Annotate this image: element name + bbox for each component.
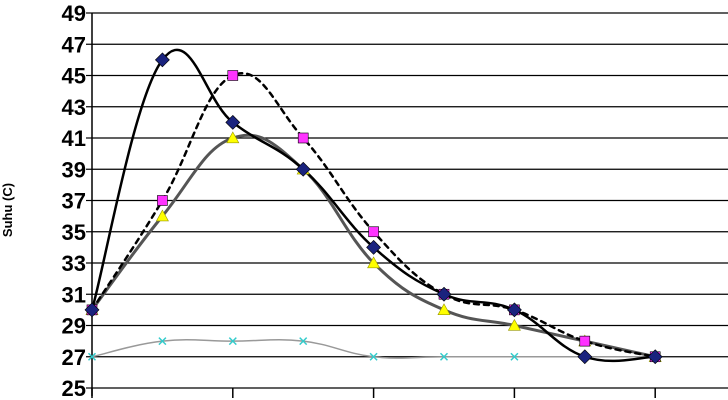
data-point-square (368, 226, 379, 238)
data-point-diamond (436, 286, 452, 302)
data-point-x (87, 352, 97, 361)
data-point-x (439, 352, 449, 361)
data-point-square (227, 70, 239, 81)
data-point-x (228, 337, 237, 346)
data-point-square (297, 132, 309, 144)
data-point-diamond (506, 302, 522, 318)
data-point-triangle (155, 209, 169, 222)
data-point-diamond (84, 302, 100, 318)
data-point-x-stroke (510, 352, 519, 361)
data-point-x-stroke (369, 352, 378, 361)
series-line-3 (90, 133, 657, 359)
y-tick-label: 47 (62, 32, 86, 57)
y-tick-label: 27 (62, 345, 86, 370)
data-point-diamond (154, 52, 170, 68)
y-tick-label: 45 (62, 64, 86, 89)
y-axis-title: Suhu (C) (0, 183, 15, 237)
y-tick-label: 33 (62, 251, 86, 276)
data-point-x-stroke (158, 337, 167, 346)
data-point-diamond (295, 161, 311, 177)
series-line-2 (90, 72, 657, 358)
data-point-triangle (507, 318, 521, 331)
y-tick-label: 29 (62, 314, 86, 339)
data-point-diamond (366, 239, 382, 255)
data-point-triangle (226, 131, 240, 144)
data-point-triangle (437, 303, 451, 315)
y-tick-label: 37 (62, 189, 86, 214)
y-tick-label: 39 (62, 157, 86, 182)
axes (86, 12, 656, 398)
data-point-x-stroke (87, 352, 97, 361)
y-tick-label: 43 (62, 95, 86, 120)
data-point-x (158, 337, 167, 346)
data-point-triangle (367, 256, 381, 269)
y-tick-label: 35 (62, 220, 86, 245)
series-markers (84, 52, 663, 365)
data-point-x (369, 352, 378, 361)
y-tick-labels: 25 27 29 31 33 35 37 39 41 43 45 47 49 (62, 1, 86, 400)
data-point-x-stroke (228, 337, 237, 346)
y-tick-label: 41 (62, 126, 86, 151)
y-tick-label: 31 (62, 282, 86, 307)
data-point-square (579, 335, 591, 347)
series-line-1 (90, 48, 657, 363)
data-point-square (157, 195, 168, 206)
data-point-diamond (225, 114, 241, 130)
data-point-diamond (647, 349, 663, 365)
data-point-diamond (577, 349, 593, 365)
y-tick-label: 49 (62, 1, 86, 26)
data-point-x (299, 337, 308, 346)
series-lines (90, 48, 657, 363)
data-point-x-stroke (299, 337, 308, 346)
y-tick-label: 25 (62, 376, 86, 400)
gridlines (92, 12, 728, 389)
data-point-x-stroke (439, 352, 449, 361)
data-point-x (510, 352, 519, 361)
